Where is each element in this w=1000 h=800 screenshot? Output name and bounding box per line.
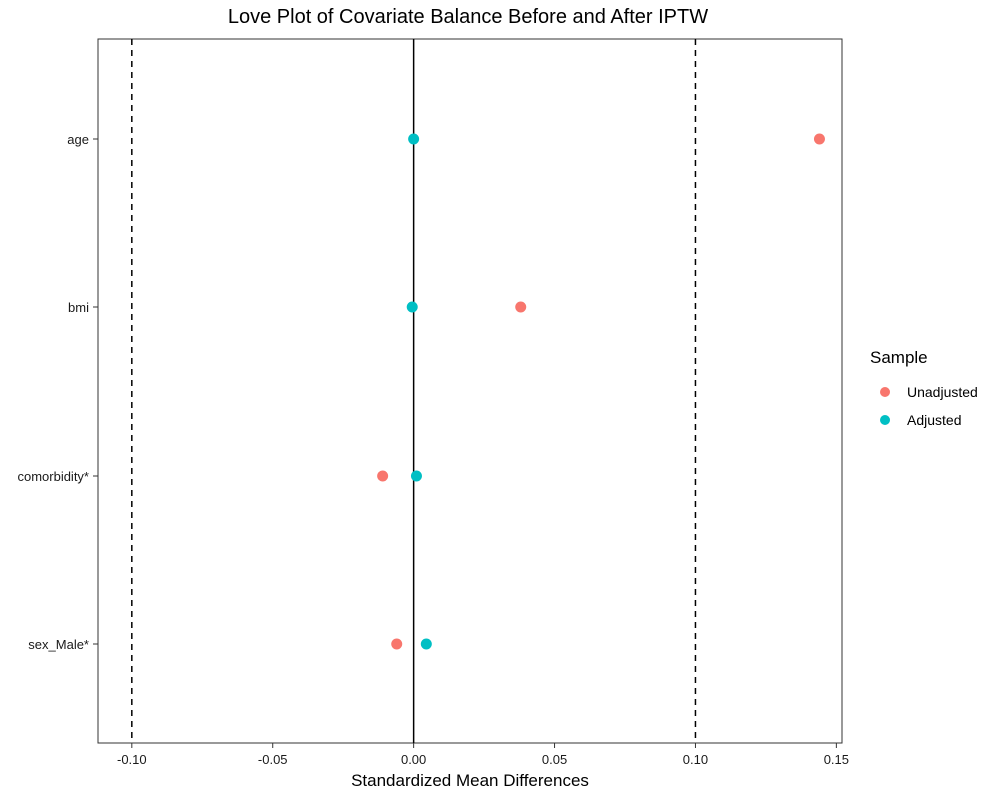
x-tick-label-5: 0.15 xyxy=(824,752,849,767)
chart-title: Love Plot of Covariate Balance Before an… xyxy=(227,6,709,28)
y-tick-label-0: age xyxy=(67,132,89,147)
legend-item-unadjusted: Unadjusted xyxy=(870,378,978,406)
x-axis-title: Standardized Mean Differences xyxy=(351,771,589,790)
x-tick-label-4: 0.10 xyxy=(683,752,708,767)
y-tick-label-1: bmi xyxy=(68,300,89,315)
point-unadjusted-bmi xyxy=(515,301,527,313)
point-adjusted-comorbidity xyxy=(410,470,422,482)
legend-item-adjusted: Adjusted xyxy=(870,406,978,434)
legend-label-unadjusted: Unadjusted xyxy=(907,384,978,400)
point-unadjusted-sex-male xyxy=(391,638,403,650)
x-tick-label-2: 0.00 xyxy=(401,752,426,767)
legend-label-adjusted: Adjusted xyxy=(907,412,962,428)
point-adjusted-sex-male xyxy=(420,638,432,650)
point-adjusted-bmi xyxy=(406,301,418,313)
legend: Sample Unadjusted Adjusted xyxy=(870,348,978,434)
y-tick-label-3: sex_Male* xyxy=(28,637,89,652)
legend-key-adjusted xyxy=(880,415,890,425)
x-tick-label-3: 0.05 xyxy=(542,752,567,767)
x-tick-label-1: -0.05 xyxy=(258,752,288,767)
legend-title: Sample xyxy=(870,348,928,367)
panel-border xyxy=(97,38,843,744)
point-unadjusted-age xyxy=(813,133,825,145)
x-tick-label-0: -0.10 xyxy=(117,752,147,767)
point-adjusted-age xyxy=(408,133,420,145)
y-tick-label-2: comorbidity* xyxy=(17,469,89,484)
legend-key-unadjusted xyxy=(880,387,890,397)
point-unadjusted-comorbidity xyxy=(377,470,389,482)
